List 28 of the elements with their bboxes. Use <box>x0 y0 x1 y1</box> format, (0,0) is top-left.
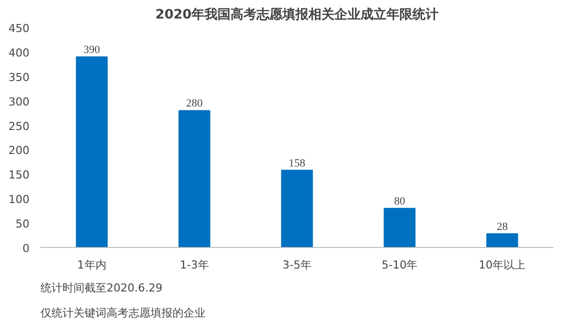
text: 统计时间截至2020.6.29 <box>40 282 162 294</box>
x-tick-label: 5-10年 <box>382 258 418 272</box>
y-tick-label: 0 <box>22 242 30 255</box>
x-tick-label: 1-3年 <box>180 258 209 272</box>
bar <box>281 170 313 248</box>
chart-title: 2020年我国高考志愿填报相关企业成立年限统计 <box>155 6 439 22</box>
x-tick-label: 1年内 <box>77 258 106 272</box>
x-tick-label: 3-5年 <box>282 258 312 272</box>
y-tick-label: 350 <box>8 70 30 84</box>
x-tick-label: 10年以上 <box>478 258 526 272</box>
y-tick-label: 50 <box>16 218 30 231</box>
text: 仅统计关键词高考志愿填报的企业 <box>40 306 206 320</box>
y-tick-label: 150 <box>8 168 30 182</box>
y-tick-label: 100 <box>8 193 30 206</box>
y-tick-label: 200 <box>8 144 30 158</box>
y-tick-label: 450 <box>8 22 30 35</box>
bar <box>178 110 210 248</box>
data-label: 28 <box>496 220 508 233</box>
y-tick-label: 400 <box>8 46 30 60</box>
y-tick-label: 300 <box>8 95 30 108</box>
data-label: 80 <box>394 195 406 208</box>
bar <box>76 56 108 248</box>
data-label: 158 <box>288 157 306 170</box>
y-tick-label: 250 <box>8 120 30 133</box>
bar <box>486 233 518 248</box>
data-label: 390 <box>84 44 101 56</box>
bar <box>384 208 416 248</box>
data-label: 280 <box>186 98 204 110</box>
